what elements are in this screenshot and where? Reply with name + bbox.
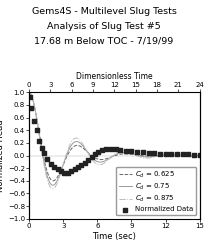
$C_d$ = 0.75	[38, 135, 41, 138]
Normalized Data	[43, 151, 46, 155]
$C_d$ = 0.75	[132, 153, 134, 156]
Normalized Data	[46, 157, 49, 161]
$C_d$ = 0.75	[157, 154, 160, 157]
Normalized Data	[114, 147, 117, 151]
$C_d$ = 0.875	[198, 155, 201, 157]
$C_d$ = 0.625	[38, 133, 41, 136]
Normalized Data	[181, 152, 184, 156]
Normalized Data	[87, 158, 90, 162]
Normalized Data	[192, 153, 196, 157]
Normalized Data	[152, 151, 156, 155]
Normalized Data	[90, 155, 93, 159]
Normalized Data	[40, 146, 43, 150]
Normalized Data	[76, 165, 80, 169]
Normalized Data	[49, 162, 52, 166]
Normalized Data	[30, 106, 33, 110]
Normalized Data	[109, 147, 113, 151]
X-axis label: Time (sec): Time (sec)	[93, 232, 136, 241]
Line: $C_d$ = 0.875: $C_d$ = 0.875	[29, 92, 200, 189]
Normalized Data	[69, 169, 73, 173]
Normalized Data	[105, 147, 108, 151]
Normalized Data	[100, 148, 104, 152]
$C_d$ = 0.875	[28, 91, 30, 94]
$C_d$ = 0.75	[127, 151, 130, 154]
Line: $C_d$ = 0.75: $C_d$ = 0.75	[29, 92, 200, 185]
$C_d$ = 0.875	[175, 153, 177, 156]
Normalized Data	[158, 152, 162, 156]
Normalized Data	[170, 152, 173, 156]
$C_d$ = 0.625	[198, 154, 201, 157]
Normalized Data	[63, 171, 66, 174]
$C_d$ = 0.625	[52, 179, 54, 182]
Normalized Data	[198, 153, 201, 157]
Normalized Data	[59, 169, 63, 173]
$C_d$ = 0.75	[28, 91, 30, 94]
Normalized Data	[80, 163, 83, 167]
Normalized Data	[118, 148, 122, 152]
Normalized Data	[35, 128, 38, 132]
Normalized Data	[164, 152, 167, 156]
$C_d$ = 0.625	[137, 154, 139, 157]
Normalized Data	[124, 149, 128, 153]
$C_d$ = 0.625	[127, 153, 130, 156]
$C_d$ = 0.875	[127, 150, 130, 153]
$C_d$ = 0.875	[137, 155, 139, 158]
Normalized Data	[52, 165, 56, 169]
Normalized Data	[28, 95, 31, 99]
$C_d$ = 0.75	[137, 154, 139, 157]
Normalized Data	[135, 150, 139, 154]
Normalized Data	[38, 139, 41, 143]
$C_d$ = 0.625	[175, 154, 177, 157]
Legend: $C_d$ = 0.625, $C_d$ = 0.75, $C_d$ = 0.875, Normalized Data: $C_d$ = 0.625, $C_d$ = 0.75, $C_d$ = 0.8…	[116, 167, 196, 215]
Text: Gems4S - Multilevel Slug Tests: Gems4S - Multilevel Slug Tests	[32, 7, 176, 16]
$C_d$ = 0.75	[52, 184, 54, 187]
Normalized Data	[83, 161, 87, 165]
$C_d$ = 0.625	[132, 153, 134, 156]
Normalized Data	[93, 152, 97, 156]
X-axis label: Dimensionless Time: Dimensionless Time	[76, 72, 153, 81]
$C_d$ = 0.625	[28, 91, 30, 94]
Normalized Data	[187, 152, 190, 156]
Normalized Data	[66, 171, 69, 174]
Text: 17.68 m Below TOC - 7/19/99: 17.68 m Below TOC - 7/19/99	[34, 36, 174, 45]
$C_d$ = 0.875	[132, 152, 134, 155]
Text: Analysis of Slug Test #5: Analysis of Slug Test #5	[47, 22, 161, 31]
Normalized Data	[97, 150, 100, 154]
Normalized Data	[141, 150, 145, 154]
Normalized Data	[147, 151, 150, 155]
Line: $C_d$ = 0.625: $C_d$ = 0.625	[29, 92, 200, 181]
Normalized Data	[56, 167, 59, 171]
Y-axis label: Normalized Head: Normalized Head	[0, 119, 5, 192]
$C_d$ = 0.625	[157, 154, 160, 157]
Normalized Data	[32, 119, 35, 123]
Normalized Data	[130, 149, 133, 153]
Normalized Data	[175, 152, 179, 156]
$C_d$ = 0.75	[198, 154, 201, 157]
$C_d$ = 0.75	[175, 154, 177, 156]
$C_d$ = 0.875	[51, 187, 54, 190]
Normalized Data	[73, 167, 76, 171]
$C_d$ = 0.875	[157, 154, 160, 157]
$C_d$ = 0.875	[38, 136, 41, 139]
